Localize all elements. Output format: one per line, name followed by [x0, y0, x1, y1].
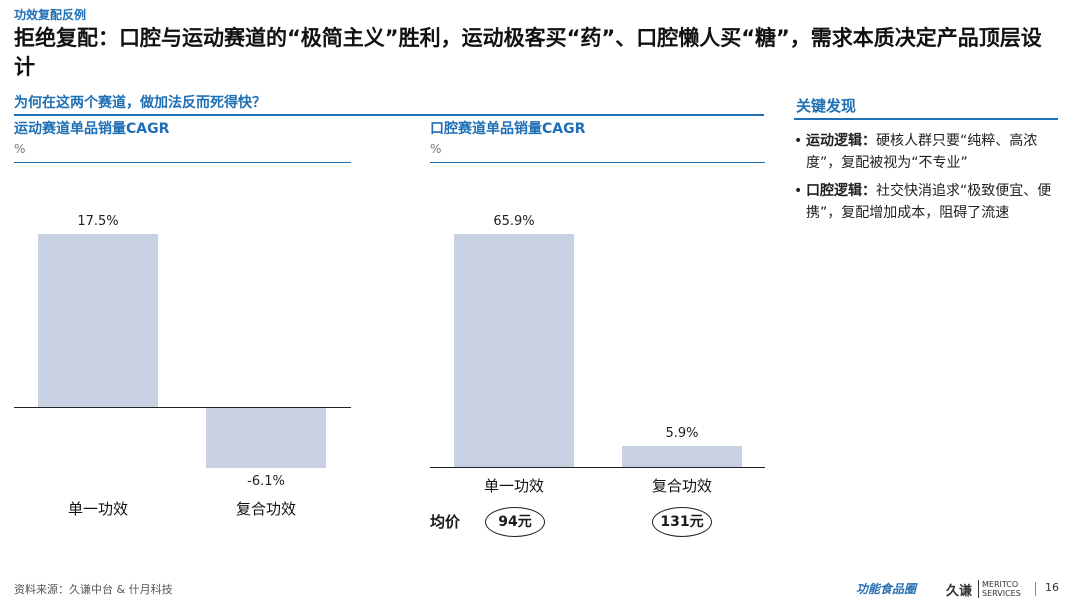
logo-functional-food: 功能食品圈	[856, 582, 917, 596]
bullet-icon: •	[794, 183, 803, 199]
finding-item: • 口腔逻辑：社交快消追求“极致便宜、便携”，复配增加成本，阻碍了流速	[794, 180, 1056, 224]
chart2-value-label-1: 65.9%	[493, 214, 535, 229]
page-title: 拒绝复配：口腔与运动赛道的“极简主义”胜利，运动极客买“药”、口腔懒人买“糖”，…	[14, 26, 1042, 79]
chart2-value-label-2: 5.9%	[665, 426, 699, 442]
page-number: 16	[1045, 581, 1059, 594]
footer-separator	[1035, 582, 1036, 596]
finding-text: 社交快消追求“极致便宜、便携”，复配增加成本，阻碍了流速	[806, 183, 1052, 221]
findings-list: • 运动逻辑：硬核人群只要“纯粹、高浓度”，复配被视为“不专业” • 口腔逻辑：…	[794, 130, 1056, 230]
logo-meritco: MERITCO SERVICES	[978, 580, 1021, 598]
chart2-category-label-1: 单一功效	[483, 477, 544, 495]
chart2-category-label-2: 复合功效	[651, 477, 712, 495]
price-label: 均价	[430, 513, 461, 531]
chart1-unit: %	[14, 142, 26, 156]
source-note: 资料来源：久谦中台 & 什月科技	[14, 583, 173, 596]
chart1-bar-1	[38, 234, 158, 407]
chart2-bar-1	[454, 234, 574, 467]
chart1-divider	[14, 162, 351, 163]
findings-title: 关键发现	[796, 97, 857, 115]
finding-text: 硬核人群只要“纯粹、高浓度”，复配被视为“不专业”	[806, 133, 1038, 171]
bullet-icon: •	[794, 133, 803, 149]
findings-divider	[794, 118, 1058, 120]
chart1-title: 运动赛道单品销量CAGR	[14, 121, 170, 137]
chart2-unit: %	[430, 142, 442, 156]
logo-jiuqian: 久谦	[946, 584, 973, 599]
breadcrumb: 功效复配反例	[14, 8, 87, 22]
price-oval-single: 94元	[485, 507, 545, 537]
chart2-divider	[430, 162, 765, 163]
chart1-value-label-2: -6.1%	[247, 474, 285, 489]
chart2-axis-line	[430, 467, 765, 468]
logo-meritco-line2: SERVICES	[982, 589, 1021, 598]
price-oval-compound: 131元	[652, 507, 712, 537]
chart1-category-label-1: 单一功效	[67, 500, 128, 518]
finding-item: • 运动逻辑：硬核人群只要“纯粹、高浓度”，复配被视为“不专业”	[794, 130, 1056, 174]
finding-body: 口腔逻辑：社交快消追求“极致便宜、便携”，复配增加成本，阻碍了流速	[806, 180, 1056, 224]
section-question: 为何在这两个赛道，做加法反而死得快？	[14, 95, 266, 111]
finding-label: 口腔逻辑：	[806, 183, 876, 199]
section-divider	[14, 114, 764, 116]
logo-meritco-line1: MERITCO	[982, 580, 1019, 589]
chart1-value-label-1: 17.5%	[77, 214, 119, 229]
chart2-bar-2	[622, 446, 742, 467]
finding-body: 运动逻辑：硬核人群只要“纯粹、高浓度”，复配被视为“不专业”	[806, 130, 1056, 174]
chart1-bar-2	[206, 407, 326, 468]
chart2-title: 口腔赛道单品销量CAGR	[430, 121, 586, 137]
chart1-axis-line	[14, 406, 351, 408]
chart1-category-label-2: 复合功效	[235, 500, 296, 518]
finding-label: 运动逻辑：	[806, 133, 876, 149]
